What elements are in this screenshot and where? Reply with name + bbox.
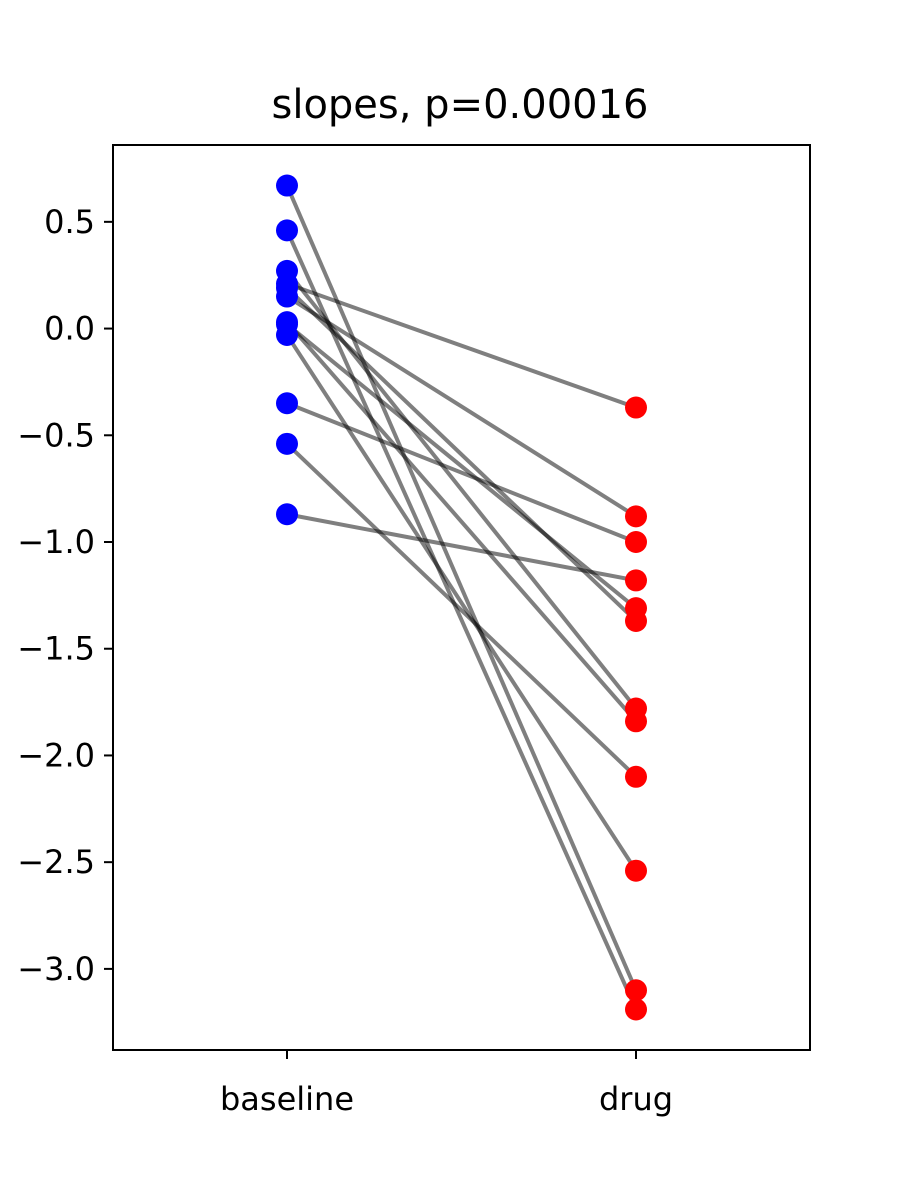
x-tick-label: drug bbox=[599, 1080, 673, 1118]
pair-line bbox=[285, 320, 638, 723]
y-tick-label: −2.0 bbox=[17, 736, 95, 774]
pair-line bbox=[285, 294, 638, 519]
baseline-point bbox=[276, 285, 298, 308]
y-tick-label: −1.0 bbox=[17, 523, 95, 561]
y-tick-label: −0.5 bbox=[17, 416, 95, 454]
pair-line bbox=[285, 442, 638, 779]
drug-point bbox=[625, 531, 647, 554]
pair-line bbox=[285, 184, 638, 992]
drug-point bbox=[625, 765, 647, 788]
y-tick-label: 0.5 bbox=[44, 203, 95, 241]
baseline-point bbox=[276, 432, 298, 455]
drug-point bbox=[625, 998, 647, 1021]
baseline-point bbox=[276, 503, 298, 526]
y-tick-label: −3.0 bbox=[17, 950, 95, 988]
pair-line bbox=[286, 512, 637, 583]
pair-line bbox=[285, 322, 638, 610]
baseline-point bbox=[276, 219, 298, 242]
x-tick-label: baseline bbox=[220, 1080, 354, 1118]
pair-line bbox=[285, 229, 638, 1011]
pair-lines bbox=[285, 184, 638, 1011]
y-tick-label: −1.5 bbox=[17, 630, 95, 668]
drug-point bbox=[625, 859, 647, 882]
baseline-point bbox=[276, 174, 298, 197]
drug-point bbox=[625, 979, 647, 1002]
pair-line bbox=[286, 401, 637, 544]
y-tick-label: −2.5 bbox=[17, 843, 95, 881]
drug-point bbox=[625, 597, 647, 620]
drug-point bbox=[625, 505, 647, 528]
baseline-point bbox=[276, 313, 298, 336]
pair-line bbox=[286, 281, 637, 410]
drug-point bbox=[625, 710, 647, 733]
drug-point bbox=[625, 396, 647, 419]
pair-line bbox=[285, 286, 638, 623]
data-points bbox=[276, 174, 647, 1021]
plot-frame bbox=[112, 144, 811, 1051]
y-tick-label: 0.0 bbox=[44, 310, 95, 348]
pair-line bbox=[285, 333, 638, 872]
baseline-point bbox=[276, 392, 298, 415]
x-axis: baseline drug bbox=[220, 1050, 673, 1118]
y-axis: 0.5 0.0 −0.5 −1.0 −1.5 −2.0 −2.5 −3.0 bbox=[17, 203, 113, 988]
drug-point bbox=[625, 569, 647, 592]
chart-title: slopes, p=0.00016 bbox=[271, 82, 648, 128]
